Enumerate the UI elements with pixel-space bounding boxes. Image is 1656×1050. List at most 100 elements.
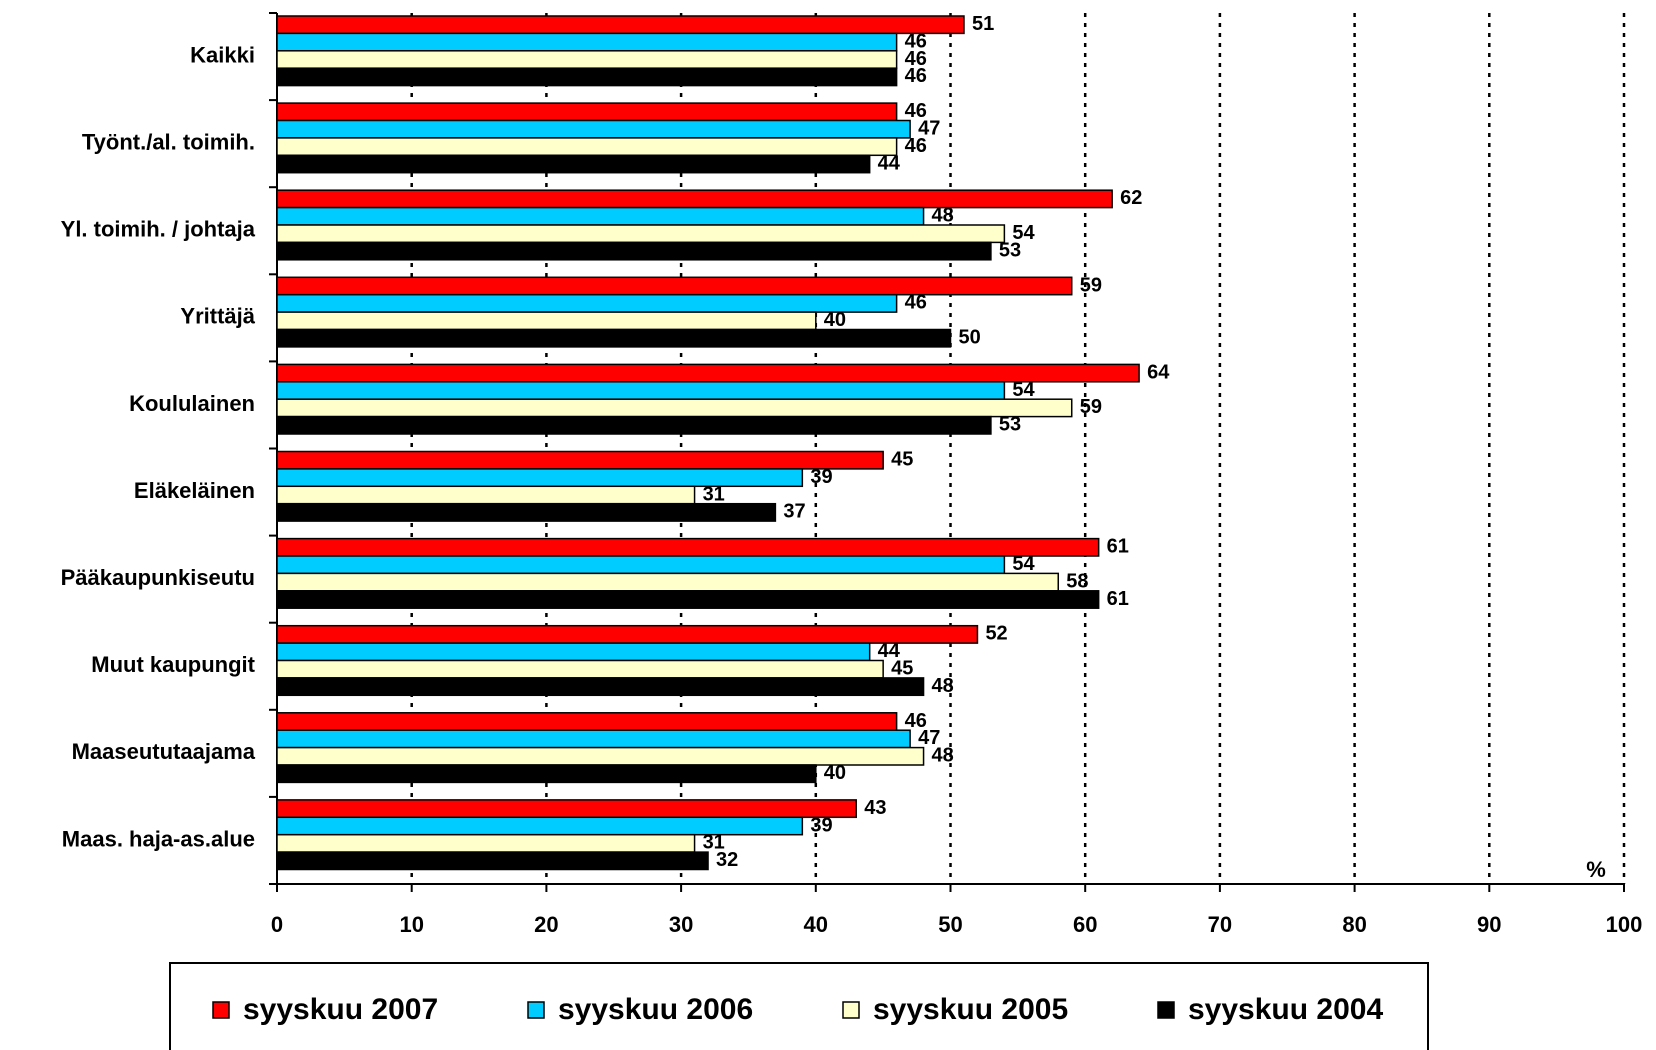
data-label: 53 xyxy=(999,239,1021,261)
data-label: 46 xyxy=(905,30,927,52)
data-label: 59 xyxy=(1080,396,1102,418)
bar xyxy=(276,415,992,435)
data-label: 62 xyxy=(1120,187,1142,209)
x-tick-label: 50 xyxy=(938,912,962,937)
bar xyxy=(276,624,979,644)
data-label: 39 xyxy=(810,466,832,488)
data-label: 48 xyxy=(932,205,954,227)
data-label: 40 xyxy=(824,762,846,784)
data-label: 46 xyxy=(905,48,927,70)
bar xyxy=(276,224,1006,244)
x-tick-label: 60 xyxy=(1073,912,1097,937)
data-label: 44 xyxy=(878,640,901,662)
bar xyxy=(276,537,1100,557)
x-tick-label: 70 xyxy=(1208,912,1232,937)
data-label: 46 xyxy=(905,710,927,732)
data-label: 44 xyxy=(878,152,901,174)
bar xyxy=(276,555,1006,575)
data-label: 54 xyxy=(1012,553,1035,575)
bar xyxy=(276,67,898,87)
data-label: 54 xyxy=(1012,222,1035,244)
x-tick-label: 20 xyxy=(534,912,558,937)
bar xyxy=(276,450,884,470)
x-tick-label: 90 xyxy=(1477,912,1501,937)
x-tick-label: 30 xyxy=(669,912,693,937)
bar xyxy=(276,50,898,69)
bar xyxy=(276,851,709,871)
data-label: 53 xyxy=(999,414,1021,436)
legend-box xyxy=(169,962,1429,1050)
data-label: 47 xyxy=(918,727,940,749)
data-label: 31 xyxy=(703,832,725,854)
bar xyxy=(276,659,884,679)
data-label: 32 xyxy=(716,849,738,871)
bar xyxy=(276,137,898,157)
x-axis-label: % xyxy=(1586,857,1606,882)
data-label: 48 xyxy=(932,675,954,697)
y-tick-label: Muut kaupungit xyxy=(91,652,255,677)
data-label: 47 xyxy=(918,117,940,139)
bar xyxy=(276,293,898,313)
y-tick-label: Pääkaupunkiseutu xyxy=(61,565,255,590)
bar xyxy=(276,799,857,819)
bar xyxy=(276,15,965,35)
data-label: 59 xyxy=(1080,274,1102,296)
bar xyxy=(276,642,871,662)
y-tick-label: Yl. toimih. / johtaja xyxy=(61,217,256,242)
legend-swatch xyxy=(842,1001,860,1019)
bar xyxy=(276,712,898,731)
legend-label: syyskuu 2004 xyxy=(1188,993,1383,1026)
y-tick-label: Maas. haja-as.alue xyxy=(62,826,255,851)
x-tick-label: 10 xyxy=(399,912,423,937)
y-tick-label: Koululainen xyxy=(129,391,255,416)
bar xyxy=(276,32,898,52)
data-label: 52 xyxy=(985,623,1007,645)
legend-label: syyskuu 2006 xyxy=(558,993,753,1026)
data-label: 51 xyxy=(972,13,994,35)
data-label: 61 xyxy=(1107,536,1129,558)
bar xyxy=(276,328,952,348)
legend-swatch xyxy=(527,1001,545,1019)
bar xyxy=(276,154,871,174)
bar xyxy=(276,311,817,331)
bar xyxy=(276,276,1073,296)
x-tick-label: 80 xyxy=(1342,912,1366,937)
bar xyxy=(276,241,992,261)
legend-label: syyskuu 2007 xyxy=(243,993,438,1026)
bar xyxy=(276,572,1060,592)
legend-swatch xyxy=(1157,1001,1175,1019)
data-label: 45 xyxy=(891,448,913,470)
data-label: 64 xyxy=(1147,361,1170,383)
bar xyxy=(276,764,817,784)
x-tick-label: 40 xyxy=(804,912,828,937)
data-label: 43 xyxy=(864,797,886,819)
data-label: 39 xyxy=(810,814,832,836)
legend-swatch xyxy=(212,1001,230,1019)
x-tick-label: 100 xyxy=(1606,912,1643,937)
bar xyxy=(276,485,696,505)
y-tick-label: Kaikki xyxy=(190,42,255,67)
data-label: 46 xyxy=(905,135,927,157)
data-label: 61 xyxy=(1107,588,1129,610)
data-label: 31 xyxy=(703,483,725,505)
data-label: 45 xyxy=(891,657,913,679)
y-tick-label: Eläkeläinen xyxy=(134,478,255,503)
bar xyxy=(276,102,898,122)
bar xyxy=(276,677,925,697)
bar xyxy=(276,398,1073,418)
bar xyxy=(276,119,911,139)
data-label: 58 xyxy=(1066,570,1088,592)
bar xyxy=(276,189,1113,209)
data-label: 54 xyxy=(1012,379,1035,401)
data-label: 37 xyxy=(783,501,805,523)
legend-label: syyskuu 2005 xyxy=(873,993,1068,1026)
bar xyxy=(276,381,1006,400)
y-tick-label: Maaseututaajama xyxy=(72,739,256,764)
data-label: 46 xyxy=(905,100,927,122)
bar xyxy=(276,502,777,522)
data-label: 48 xyxy=(932,745,954,767)
y-tick-label: Yrittäjä xyxy=(180,304,255,329)
x-tick-label: 0 xyxy=(271,912,283,937)
data-label: 46 xyxy=(905,292,927,314)
